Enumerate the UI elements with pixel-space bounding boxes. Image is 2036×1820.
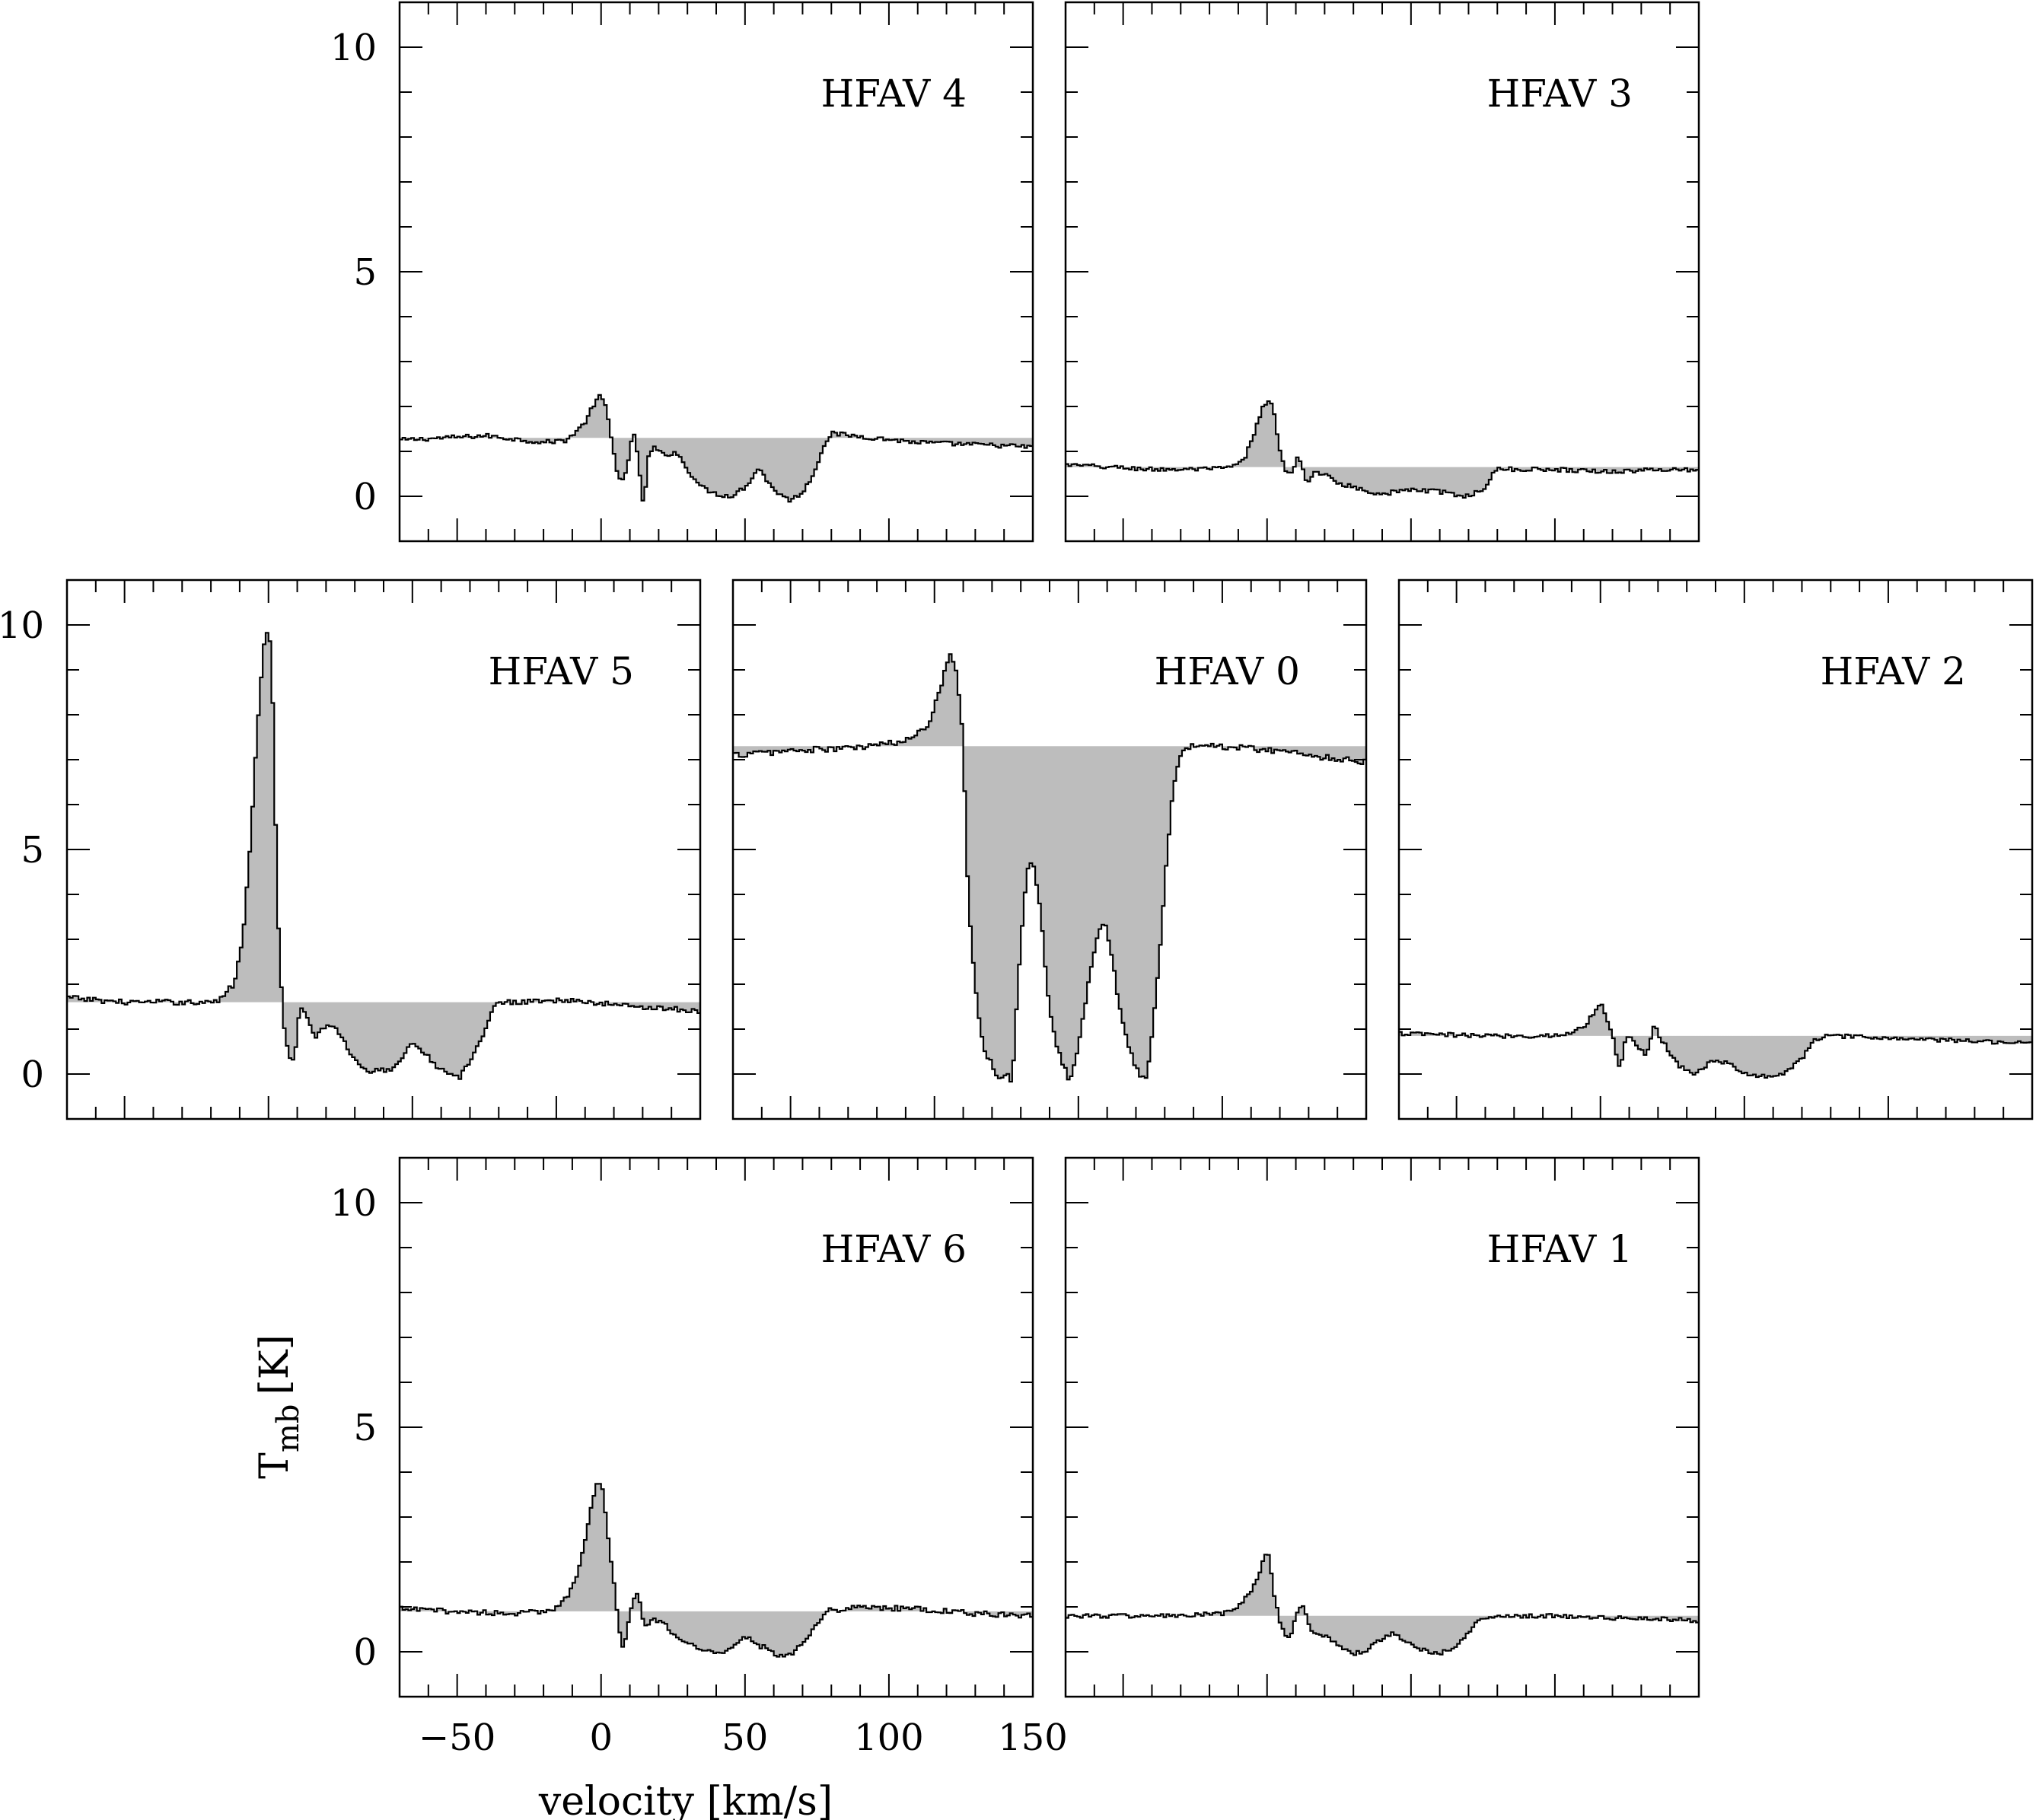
panel-ticks xyxy=(1066,2,1700,541)
panels-layer: HFAV 4 0 5 10 HFAV 3 HFAV 5 0 5 10 HFAV 0 HFAV 2 HF… xyxy=(0,1,2034,1759)
panel-ticks xyxy=(733,580,1367,1119)
x-axis-title: velocity [km/s] xyxy=(538,1779,833,1820)
spectrum-panel: HFAV 5 0 5 10 xyxy=(0,579,702,1120)
spectrum-panel: HFAV 1 xyxy=(1064,1156,1700,1698)
panel-ticks xyxy=(67,580,701,1119)
x-tick-label: 50 xyxy=(722,1716,768,1759)
x-tick-label: 100 xyxy=(854,1716,924,1759)
panel-label: HFAV 3 xyxy=(1487,72,1633,116)
y-tick-label: 10 xyxy=(0,604,44,647)
panel-label: HFAV 5 xyxy=(489,649,634,693)
spectrum-panel: HFAV 3 xyxy=(1064,1,1700,543)
panel-ticks xyxy=(1399,580,2033,1119)
y-tick-label: 0 xyxy=(353,1631,377,1674)
spectrum-line xyxy=(67,632,700,1080)
panel-ticks xyxy=(400,2,1034,541)
deviation-fill xyxy=(1066,1554,1699,1656)
spectrum-line xyxy=(1066,1554,1699,1656)
y-axis-title-subscript: mb xyxy=(271,1404,306,1453)
y-tick-label: 10 xyxy=(330,1182,377,1225)
y-axis-title: Tmb [K] xyxy=(252,1334,306,1479)
deviation-fill xyxy=(1066,401,1699,498)
y-tick-label: 0 xyxy=(353,476,377,518)
y-axis-title-main: T xyxy=(252,1452,298,1479)
y-tick-label: 5 xyxy=(21,829,44,872)
panel-ticks xyxy=(400,1158,1034,1697)
y-axis-title-unit: [K] xyxy=(252,1334,298,1394)
panel-label: HFAV 4 xyxy=(821,72,967,116)
y-tick-label: 10 xyxy=(330,27,377,69)
deviation-fill xyxy=(400,394,1033,502)
panel-label: HFAV 0 xyxy=(1155,649,1300,693)
deviation-fill xyxy=(400,1484,1033,1657)
y-tick-label: 0 xyxy=(21,1053,44,1096)
spectrum-panel: HFAV 6 0 5 10 −50 0 50 100 150 xyxy=(330,1156,1068,1759)
spectrum-panel: HFAV 2 xyxy=(1397,579,2034,1120)
spectrum-line xyxy=(1399,1003,2032,1079)
spectrum-line xyxy=(733,653,1366,1083)
x-tick-label: 0 xyxy=(589,1716,613,1759)
spectrum-line xyxy=(400,1483,1033,1658)
panel-label: HFAV 2 xyxy=(1821,649,1966,693)
deviation-fill xyxy=(733,654,1366,1082)
axis-text-layer: velocity [km/s] Tmb [K] xyxy=(252,1334,833,1820)
deviation-fill xyxy=(1399,1004,2032,1078)
spectrum-panel: HFAV 4 0 5 10 xyxy=(330,1,1034,543)
y-tick-label: 5 xyxy=(353,251,377,294)
panel-label: HFAV 6 xyxy=(821,1227,967,1271)
spectrum-line xyxy=(1066,400,1699,499)
spectrum-panel: HFAV 0 xyxy=(731,579,1368,1120)
panel-ticks xyxy=(1066,1158,1700,1697)
y-tick-label: 5 xyxy=(353,1407,377,1449)
panel-label: HFAV 1 xyxy=(1487,1227,1633,1271)
spectrum-line xyxy=(400,394,1033,503)
x-tick-label: −50 xyxy=(419,1716,495,1759)
deviation-fill xyxy=(67,633,700,1079)
x-tick-label: 150 xyxy=(998,1716,1068,1759)
